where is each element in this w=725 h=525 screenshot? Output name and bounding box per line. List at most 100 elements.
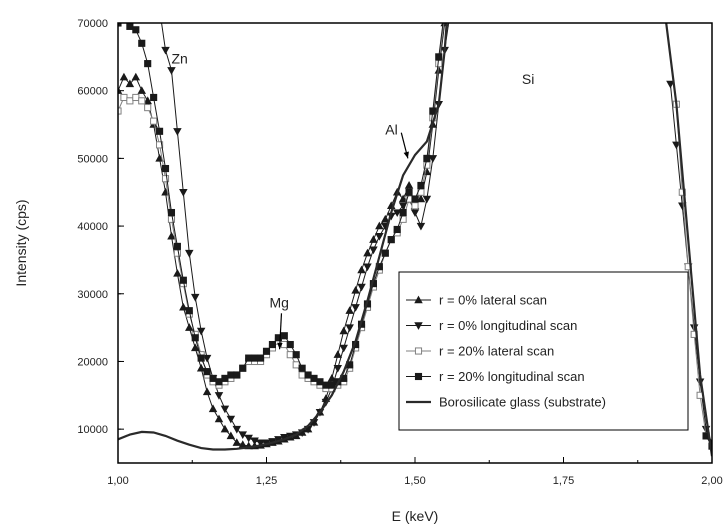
data-point [173, 249, 181, 257]
data-point [310, 374, 318, 382]
legend-label: Borosilicate glass (substrate) [439, 395, 606, 410]
series-line [118, 23, 448, 451]
data-point [333, 365, 343, 373]
data-point [416, 222, 426, 231]
data-point [286, 351, 294, 359]
data-point [126, 23, 134, 30]
data-point [167, 67, 176, 75]
data-point [405, 188, 413, 196]
data-point [156, 127, 164, 135]
data-point [410, 209, 420, 217]
data-point [442, 13, 448, 19]
data-point [132, 93, 140, 102]
data-point [232, 438, 242, 446]
data-point [167, 231, 176, 240]
data-point [292, 351, 300, 359]
data-point [143, 96, 152, 105]
data-point [196, 363, 206, 372]
x-tick-label: 1,00 [107, 475, 128, 487]
data-point [161, 46, 170, 55]
y-axis-title: Intensity (cps) [13, 199, 29, 286]
data-point [351, 285, 360, 294]
series-4 [118, 23, 712, 457]
legend-swatch-marker [414, 322, 423, 330]
data-point [125, 79, 135, 88]
data-point [351, 304, 360, 312]
axis-ticks: 1,00 1,25 1,50 1,75 2,00 10000 20000 30000 40000… [77, 18, 722, 487]
data-point [404, 181, 414, 189]
data-point [119, 72, 129, 81]
data-point [221, 374, 229, 382]
data-point [257, 354, 265, 362]
data-point [339, 326, 348, 335]
x-tick-label: 1,75 [553, 475, 574, 487]
data-point [120, 23, 128, 24]
data-point [144, 60, 152, 68]
annotation-label: Al [385, 122, 397, 138]
data-point [137, 86, 147, 94]
data-point [214, 392, 224, 400]
data-point [120, 93, 128, 102]
data-point [678, 188, 686, 196]
data-point [167, 215, 176, 223]
data-point [202, 354, 212, 363]
data-point [185, 323, 194, 331]
y-tick-label: 30000 [77, 289, 108, 301]
data-point [191, 334, 199, 342]
annotations: Zn Si Al Mg [171, 51, 534, 350]
series-layer [118, 6, 712, 457]
y-tick-label: 70000 [77, 18, 108, 30]
data-point [322, 381, 330, 389]
data-point [150, 117, 158, 125]
data-point [363, 248, 372, 257]
data-point [185, 249, 194, 258]
legend-label: r = 20% longitudinal scan [439, 369, 585, 384]
data-point [138, 97, 146, 105]
data-point [327, 373, 337, 382]
data-point [399, 208, 407, 217]
data-point [156, 7, 163, 13]
data-point [227, 371, 235, 379]
data-point [387, 236, 395, 244]
legend-box [398, 271, 689, 431]
data-point [392, 209, 402, 217]
data-point [292, 361, 300, 369]
data-point [262, 347, 271, 355]
annotation-label: Si [522, 71, 534, 87]
data-point [369, 246, 378, 255]
data-point [369, 235, 378, 243]
data-point [666, 80, 675, 89]
legend-swatch-marker [414, 347, 423, 355]
data-point [333, 350, 343, 358]
series-1 [156, 7, 712, 448]
data-point [131, 72, 141, 81]
data-point [215, 378, 223, 386]
x-tick-label: 1,50 [404, 475, 425, 487]
series-3 [118, 23, 712, 450]
data-point [179, 189, 188, 197]
y-tick-label: 50000 [77, 153, 108, 165]
data-point [411, 195, 419, 203]
legend-label: r = 0% lateral scan [439, 293, 547, 308]
data-point [416, 194, 426, 203]
annotation-arrowhead [403, 151, 409, 159]
data-point [197, 354, 205, 362]
x-tick-label: 2,00 [701, 475, 722, 487]
data-point [328, 381, 336, 389]
data-point [381, 214, 390, 223]
series-line [665, 23, 712, 457]
data-point [251, 354, 259, 362]
legend-swatch-marker [414, 295, 423, 304]
annotation-label: Mg [269, 294, 288, 310]
data-point [179, 302, 188, 311]
annotation-arrowhead [277, 342, 283, 350]
legend: r = 0% lateral scan r = 0% longitudinal s… [398, 271, 689, 431]
plot-frame [117, 22, 713, 464]
data-point [214, 414, 224, 423]
data-point [447, 6, 454, 12]
data-point [138, 39, 146, 47]
data-point [244, 434, 253, 443]
data-point [375, 221, 384, 230]
data-point [226, 431, 236, 440]
data-point [203, 368, 211, 376]
